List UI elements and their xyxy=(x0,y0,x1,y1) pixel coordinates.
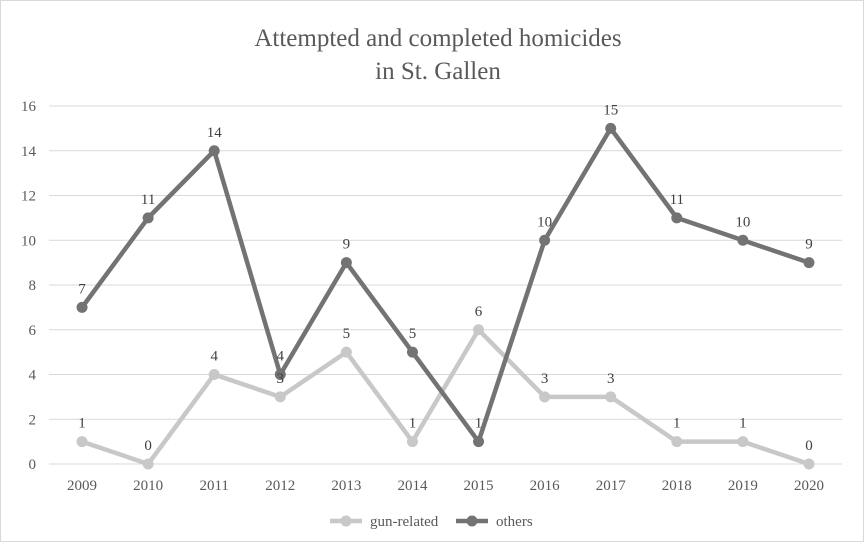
data-point xyxy=(340,257,352,269)
y-tick-label: 16 xyxy=(21,99,37,115)
x-tick-label: 2019 xyxy=(728,478,758,494)
legend-label-gun-related: gun-related xyxy=(370,514,439,530)
data-label: 10 xyxy=(735,214,750,230)
x-tick-label: 2012 xyxy=(265,478,295,494)
x-tick-label: 2009 xyxy=(67,478,97,494)
data-point xyxy=(340,346,352,358)
data-point xyxy=(539,391,551,403)
x-tick-label: 2014 xyxy=(397,478,428,494)
series-line-others xyxy=(80,126,810,444)
data-label: 0 xyxy=(805,438,813,454)
data-point xyxy=(274,369,286,380)
data-label: 1 xyxy=(739,416,747,432)
data-label: 5 xyxy=(409,326,417,342)
chart-title-line-1: Attempted and completed homicides xyxy=(254,25,621,52)
series-group xyxy=(76,122,815,470)
data-label: 1 xyxy=(409,416,417,432)
data-label: 11 xyxy=(670,192,684,208)
data-label: 1 xyxy=(673,416,681,432)
data-point xyxy=(803,458,815,470)
x-tick-label: 2011 xyxy=(199,478,228,494)
data-point xyxy=(76,301,88,313)
data-label: 3 xyxy=(607,371,615,387)
data-point xyxy=(605,122,617,134)
chart-title-line-2: in St. Gallen xyxy=(375,58,501,85)
data-label: 4 xyxy=(210,349,218,365)
data-point xyxy=(671,212,683,224)
data-point xyxy=(803,257,815,269)
y-tick-label: 8 xyxy=(29,278,37,294)
data-label: 3 xyxy=(541,371,549,387)
data-label: 9 xyxy=(343,237,351,253)
y-axis-ticks: 0 2 4 6 8 10 12 14 16 xyxy=(21,99,37,473)
series-line-gun-related xyxy=(81,327,810,467)
data-point xyxy=(142,212,154,224)
data-label: 15 xyxy=(603,102,618,118)
y-tick-label: 2 xyxy=(29,412,37,428)
data-point xyxy=(539,234,551,246)
x-tick-label: 2016 xyxy=(530,478,561,494)
data-label: 5 xyxy=(343,326,351,342)
y-tick-label: 4 xyxy=(29,368,37,384)
x-tick-label: 2015 xyxy=(464,478,494,494)
x-tick-label: 2020 xyxy=(794,478,824,494)
data-point xyxy=(737,436,749,448)
y-tick-label: 12 xyxy=(21,189,36,205)
y-tick-label: 6 xyxy=(29,323,37,339)
data-label: 4 xyxy=(277,349,285,365)
data-point xyxy=(208,369,220,380)
data-label: 11 xyxy=(141,192,155,208)
data-point xyxy=(142,458,154,470)
data-label: 14 xyxy=(207,125,223,141)
data-point xyxy=(406,436,418,448)
data-point xyxy=(473,436,485,448)
y-tick-label: 10 xyxy=(21,233,36,249)
data-point xyxy=(605,391,617,403)
data-label: 1 xyxy=(475,416,483,432)
legend-marker xyxy=(340,515,352,527)
y-tick-label: 14 xyxy=(21,144,37,160)
data-point xyxy=(737,234,749,246)
x-tick-label: 2010 xyxy=(133,478,163,494)
data-point xyxy=(274,391,286,403)
legend-marker xyxy=(466,515,478,527)
data-label: 7 xyxy=(78,281,86,297)
x-tick-label: 2018 xyxy=(662,478,692,494)
data-label: 9 xyxy=(805,237,813,253)
x-tick-label: 2013 xyxy=(331,478,361,494)
x-axis-ticks: 2009 2010 2011 2012 2013 2014 2015 2016 2017 2018… xyxy=(67,478,824,494)
y-tick-label: 0 xyxy=(29,457,37,473)
data-point xyxy=(76,436,88,448)
legend: gun-related others xyxy=(330,514,533,530)
x-tick-label: 2017 xyxy=(596,478,627,494)
data-point xyxy=(208,145,220,157)
data-point xyxy=(473,324,485,336)
data-point xyxy=(406,346,418,358)
data-label: 3 xyxy=(277,371,285,387)
gridlines xyxy=(49,105,842,465)
legend-label-others: others xyxy=(496,514,533,530)
data-label: 0 xyxy=(144,438,152,454)
data-label: 10 xyxy=(537,214,552,230)
data-label: 6 xyxy=(475,304,483,320)
data-point xyxy=(671,436,683,448)
data-label: 1 xyxy=(78,416,86,432)
